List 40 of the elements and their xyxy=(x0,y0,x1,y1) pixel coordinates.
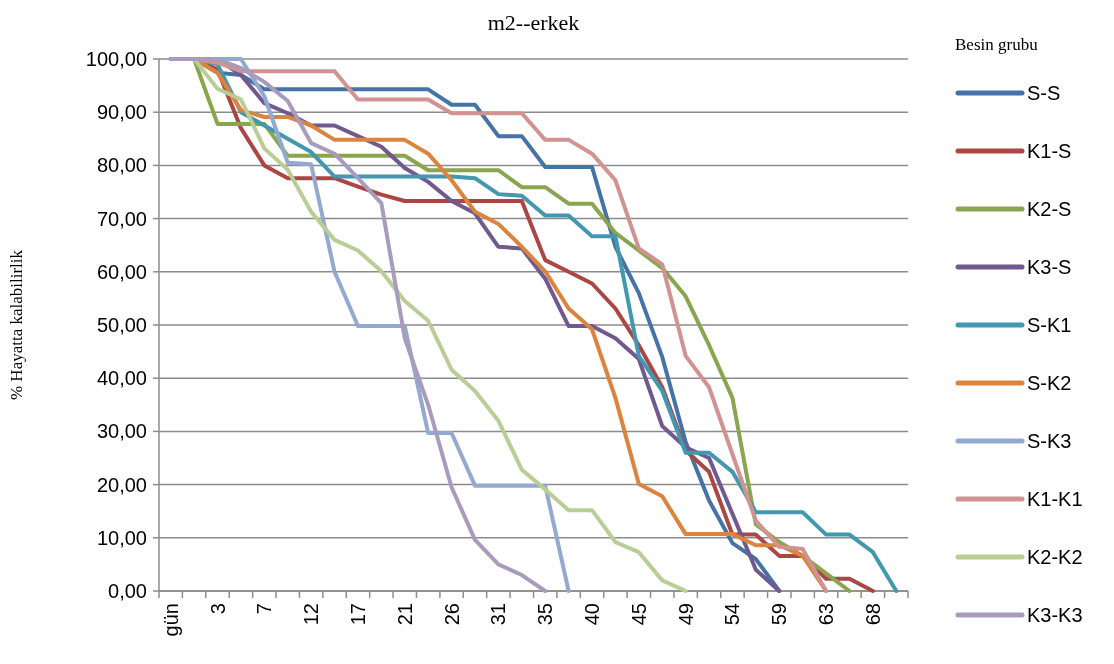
y-tick-label: 20,00 xyxy=(96,473,147,496)
x-tick-label: gün xyxy=(159,603,182,637)
x-tick-label: 26 xyxy=(440,603,463,626)
x-tick-label: 31 xyxy=(487,603,510,626)
y-axis-title: % Hayatta kalabilirlik xyxy=(7,249,26,401)
legend-label: S-K2 xyxy=(1027,372,1072,394)
legend-label: K2-S xyxy=(1027,198,1072,220)
x-tick-label: 59 xyxy=(768,603,791,626)
legend-label: K1-S xyxy=(1027,140,1072,162)
legend-label: K2-K2 xyxy=(1027,546,1083,568)
legend-label: S-K3 xyxy=(1027,430,1072,452)
x-tick-label: 45 xyxy=(627,603,650,626)
y-tick-label: 10,00 xyxy=(96,526,147,549)
y-tick-label: 100,00 xyxy=(85,48,147,70)
y-tick-label: 40,00 xyxy=(96,367,147,390)
x-tick-label: 40 xyxy=(581,603,604,626)
x-tick-label: 68 xyxy=(861,603,884,626)
legend-label: K1-K1 xyxy=(1027,488,1083,510)
x-tick-label: 7 xyxy=(253,603,276,615)
legend-label: S-S xyxy=(1027,82,1061,104)
x-tick-label: 12 xyxy=(300,603,323,626)
x-tick-label: 35 xyxy=(534,603,557,626)
x-tick-label: 21 xyxy=(393,603,416,626)
y-tick-label: 70,00 xyxy=(96,207,147,230)
legend-label: S-K1 xyxy=(1027,314,1072,336)
y-tick-label: 60,00 xyxy=(96,260,147,283)
y-tick-label: 0,00 xyxy=(108,580,147,602)
y-tick-label: 50,00 xyxy=(96,314,147,336)
x-tick-label: 49 xyxy=(674,603,697,626)
x-tick-label: 63 xyxy=(815,603,838,626)
legend-label: K3-S xyxy=(1027,256,1072,278)
x-tick-label: 54 xyxy=(721,603,744,626)
legend-title: Besin grubu xyxy=(955,35,1039,54)
y-tick-label: 90,00 xyxy=(96,101,147,124)
x-tick-label: 3 xyxy=(206,603,229,615)
chart-title: m2--erkek xyxy=(487,10,580,35)
legend-label: K3-K3 xyxy=(1027,604,1083,626)
y-tick-label: 30,00 xyxy=(96,420,147,443)
y-tick-label: 80,00 xyxy=(96,154,147,177)
x-tick-label: 17 xyxy=(346,603,369,626)
